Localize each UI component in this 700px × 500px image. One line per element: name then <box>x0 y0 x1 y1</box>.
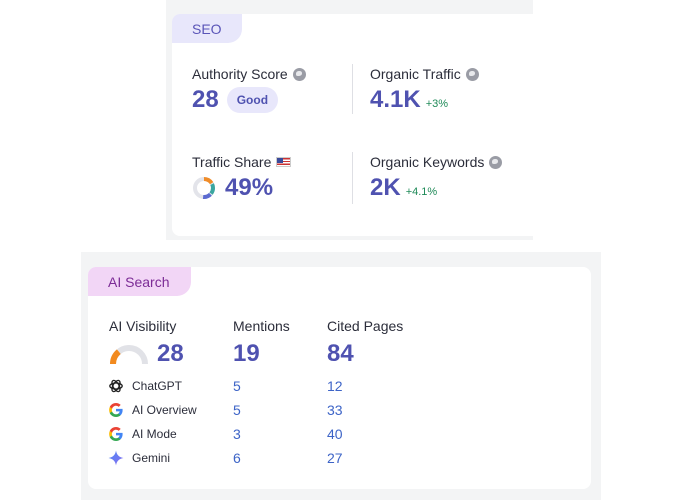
gauge-fill <box>110 349 121 365</box>
cited-pages-gemini[interactable]: 27 <box>327 450 343 466</box>
us-flag-icon <box>276 157 292 167</box>
divider <box>352 64 353 114</box>
traffic-share-metric: Traffic Share 49% <box>192 154 292 203</box>
cited-pages-header: Cited Pages <box>327 318 404 334</box>
globe-icon <box>465 67 479 81</box>
mentions-ai-overview[interactable]: 5 <box>233 402 241 418</box>
traffic-share-value-row: 49% <box>192 173 291 203</box>
source-name: AI Mode <box>132 427 177 441</box>
cited-pages-total[interactable]: 84 <box>327 340 354 367</box>
ai-visibility-header: AI Visibility <box>109 318 177 334</box>
globe-icon <box>292 67 306 81</box>
divider <box>352 152 353 204</box>
mentions-total[interactable]: 19 <box>233 340 260 367</box>
authority-score-label: Authority Score <box>192 66 288 82</box>
source-row-ai-overview: AI Overview <box>108 400 197 420</box>
traffic-share-value[interactable]: 49% <box>225 174 274 201</box>
organic-keywords-value[interactable]: 2K <box>370 174 401 201</box>
gemini-icon <box>108 450 124 466</box>
organic-keywords-delta: +4.1% <box>405 186 438 198</box>
globe-icon <box>489 155 503 169</box>
organic-keywords-metric: Organic Keywords 2K +4.1% <box>370 154 503 203</box>
authority-score-badge: Good <box>226 87 279 113</box>
cited-pages-ai-overview[interactable]: 33 <box>327 402 343 418</box>
source-name: Gemini <box>132 451 171 465</box>
donut-segment <box>193 177 215 199</box>
donut-segment <box>193 177 215 199</box>
source-row-ai-mode: AI Mode <box>108 424 177 444</box>
chatgpt-icon <box>109 379 123 393</box>
mentions-chatgpt[interactable]: 5 <box>233 378 241 394</box>
ai-visibility-gauge <box>110 345 148 365</box>
authority-score-metric: Authority Score 28 Good <box>192 66 306 115</box>
mentions-ai-mode[interactable]: 3 <box>233 426 241 442</box>
traffic-share-label-row: Traffic Share <box>192 154 292 170</box>
cited-pages-ai-mode[interactable]: 40 <box>327 426 343 442</box>
source-name: AI Overview <box>132 403 197 417</box>
organic-traffic-delta: +3% <box>425 98 449 110</box>
source-name: ChatGPT <box>132 379 183 393</box>
traffic-share-label: Traffic Share <box>192 154 272 170</box>
ai-search-panel: AI Search AI Visibility Mentions Cited P… <box>81 252 601 500</box>
google-icon <box>109 427 123 441</box>
organic-traffic-value-row: 4.1K +3% <box>370 85 479 115</box>
organic-traffic-metric: Organic Traffic 4.1K +3% <box>370 66 479 115</box>
authority-score-value[interactable]: 28 <box>192 86 219 113</box>
donut-segment <box>193 177 215 199</box>
authority-score-value-row: 28 Good <box>192 85 306 115</box>
source-row-gemini: Gemini <box>108 448 170 468</box>
seo-card: SEO Authority Score 28 Good Organic Traf… <box>172 14 533 236</box>
source-row-chatgpt: ChatGPT <box>108 376 182 396</box>
mentions-header: Mentions <box>233 318 290 334</box>
ai-search-tag: AI Search <box>88 267 191 296</box>
organic-traffic-label: Organic Traffic <box>370 66 461 82</box>
ai-visibility-value[interactable]: 28 <box>157 340 184 367</box>
seo-panel: SEO Authority Score 28 Good Organic Traf… <box>166 0 533 240</box>
cited-pages-chatgpt[interactable]: 12 <box>327 378 343 394</box>
authority-score-label-row: Authority Score <box>192 66 306 82</box>
organic-keywords-label: Organic Keywords <box>370 154 485 170</box>
google-icon <box>109 403 123 417</box>
traffic-share-donut <box>193 177 215 199</box>
organic-traffic-value[interactable]: 4.1K <box>370 86 421 113</box>
organic-traffic-label-row: Organic Traffic <box>370 66 479 82</box>
organic-keywords-value-row: 2K +4.1% <box>370 173 502 203</box>
mentions-gemini[interactable]: 6 <box>233 450 241 466</box>
seo-tag: SEO <box>172 14 242 43</box>
ai-search-card: AI Search AI Visibility Mentions Cited P… <box>88 267 591 489</box>
organic-keywords-label-row: Organic Keywords <box>370 154 503 170</box>
